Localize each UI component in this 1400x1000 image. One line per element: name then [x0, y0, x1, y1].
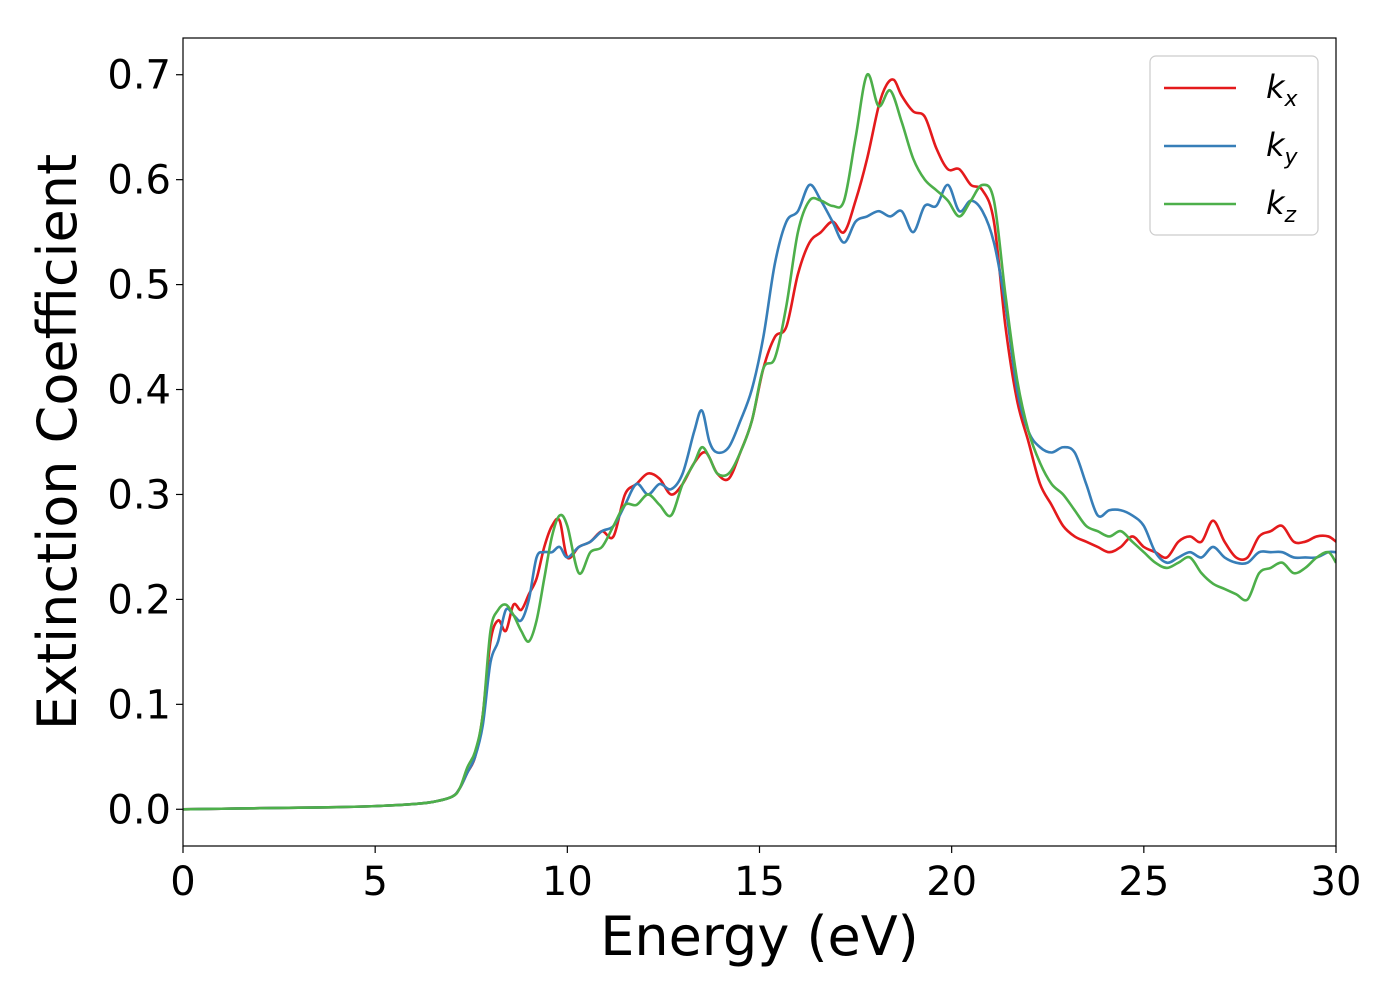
y-tick-label: 0.6	[107, 158, 171, 204]
plot-layer	[183, 73, 1336, 811]
y-axis-label: Extinction Coefficient	[26, 154, 89, 730]
y-tick-label: 0.5	[107, 263, 171, 309]
x-axis-label: Energy (eV)	[600, 905, 919, 968]
x-tick-label: 25	[1118, 859, 1169, 905]
y-tick-label: 0.2	[107, 577, 171, 623]
y-tick-label: 0.7	[107, 53, 171, 99]
x-tick-label: 15	[734, 859, 785, 905]
series-line-z	[183, 73, 1336, 811]
y-tick-label: 0.1	[107, 682, 171, 728]
legend-label-z: kz	[1266, 184, 1297, 228]
y-tick-label: 0.4	[107, 368, 171, 414]
x-axis-ticks: 0 5 10 15 20 25 30	[170, 846, 1361, 905]
series-line-y	[183, 183, 1336, 811]
series-line-x	[183, 78, 1336, 811]
x-tick-label: 10	[542, 859, 593, 905]
x-tick-label: 5	[362, 859, 387, 905]
x-tick-label: 30	[1311, 859, 1362, 905]
x-tick-label: 20	[926, 859, 977, 905]
y-tick-label: 0.3	[107, 472, 171, 518]
legend: kx ky kz	[1149, 55, 1319, 236]
y-tick-label: 0.0	[107, 787, 171, 833]
legend-label-x: kx	[1266, 68, 1299, 112]
x-tick-label: 0	[170, 859, 195, 905]
y-axis-ticks: 0.0 0.1 0.2 0.3 0.4 0.5 0.6 0.7	[107, 53, 183, 833]
legend-label-y: ky	[1266, 126, 1299, 170]
